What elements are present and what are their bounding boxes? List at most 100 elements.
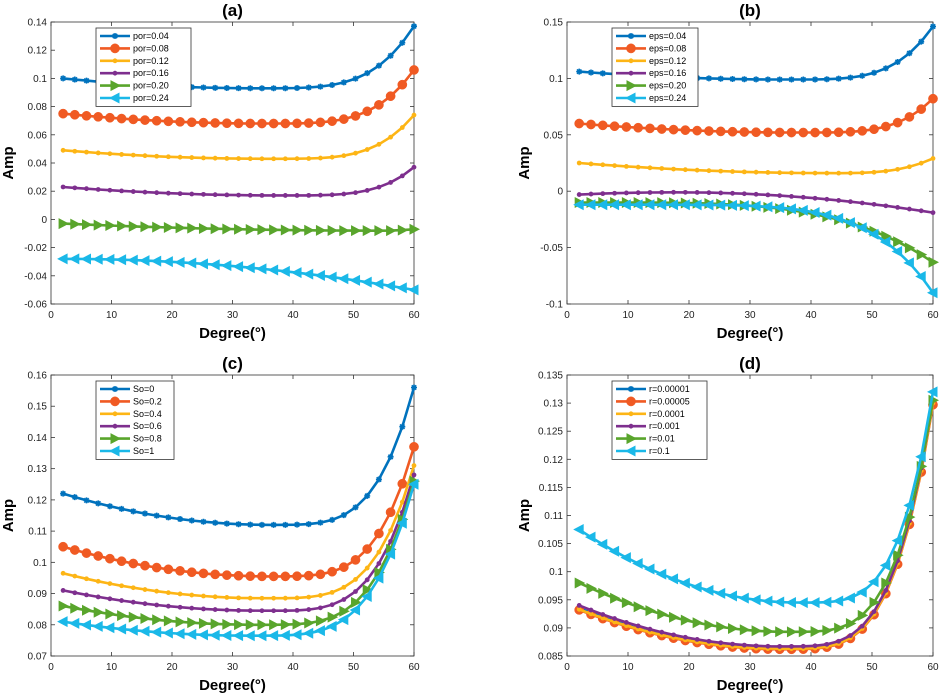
data-point [645,123,655,134]
data-point [116,556,127,567]
data-point [259,608,265,614]
data-point [833,127,844,138]
data-point [881,230,892,242]
data-point [728,623,739,635]
data-point [201,606,206,612]
data-point [115,254,127,266]
x-axis-label: Degree(°) [199,325,266,342]
legend-marker [628,70,634,76]
legend-marker [626,396,636,407]
data-point [185,257,197,269]
data-point [93,111,104,122]
data-point [187,617,198,629]
data-point [739,624,751,636]
data-point [95,578,101,584]
data-point [60,570,66,576]
data-point [257,619,268,631]
data-point [95,594,101,600]
data-point [647,165,653,171]
data-point [797,597,808,609]
data-point [269,619,280,631]
series-eps=0.08 [574,93,938,138]
data-point [294,595,300,601]
data-point [271,156,277,162]
y-tick-label: 0.1 [549,74,563,85]
data-point [836,638,842,644]
series-r=0.01 [574,394,939,638]
series-So=0 [60,384,417,528]
x-tick-label: 30 [227,662,239,673]
data-point [785,203,796,215]
data-point [95,187,101,192]
data-point [612,163,617,169]
data-point [128,114,139,125]
data-point [871,169,877,175]
data-point [318,605,323,611]
data-point [209,259,220,271]
data-point [671,632,676,638]
data-point [857,609,869,621]
data-point [361,276,372,288]
data-point [70,218,81,230]
data-point [834,622,845,634]
data-point [635,164,641,170]
data-point [280,619,292,631]
data-point [315,615,327,627]
data-point [327,116,337,126]
data-point [163,564,174,575]
data-point [340,512,347,519]
data-point [72,573,78,579]
data-point [655,568,667,580]
data-point [153,512,160,519]
data-point [267,264,279,276]
legend-entry: por=0.16 [133,68,169,78]
legend-marker [112,70,118,76]
data-point [915,271,926,283]
data-point [705,75,712,82]
y-tick-label: 0.11 [28,527,47,538]
data-point [387,453,394,460]
data-point [188,517,195,524]
legend-entry: eps=0.20 [649,81,686,91]
legend-entry: r=0.00001 [649,384,690,394]
data-point [115,623,127,635]
data-point [586,119,596,130]
data-point [95,500,102,507]
data-point [329,589,335,595]
data-point [930,23,936,30]
data-point [175,222,187,234]
data-point [753,169,759,175]
data-point [702,584,714,596]
y-tick-label: 0.13 [544,399,564,410]
data-point [314,625,325,637]
data-point [302,268,314,280]
data-point [341,153,347,159]
data-point [871,201,877,207]
x-tick-label: 0 [564,662,570,673]
data-point [894,58,901,65]
data-point [587,69,594,76]
data-point [597,120,608,131]
data-point [212,519,219,526]
legend-entry: eps=0.12 [649,56,686,66]
data-point [750,200,761,212]
data-point [777,170,783,176]
data-point [691,199,702,211]
chart-title: (d) [739,354,761,373]
data-point [177,191,183,197]
data-point [60,490,67,497]
data-point [364,492,371,499]
data-point [234,619,245,631]
data-point [105,553,115,564]
data-point [730,641,735,647]
data-point [915,451,926,463]
y-tick-label: 0 [557,187,563,198]
data-point [337,273,349,285]
legend: r=0.00001 r=0.00005 r=0.0001 r=0.001 r=0.01 r… [611,380,708,460]
data-point [232,630,244,642]
data-point [60,147,66,153]
data-point [306,594,312,600]
data-point [212,607,218,612]
data-point [151,562,162,573]
data-point [761,595,773,607]
